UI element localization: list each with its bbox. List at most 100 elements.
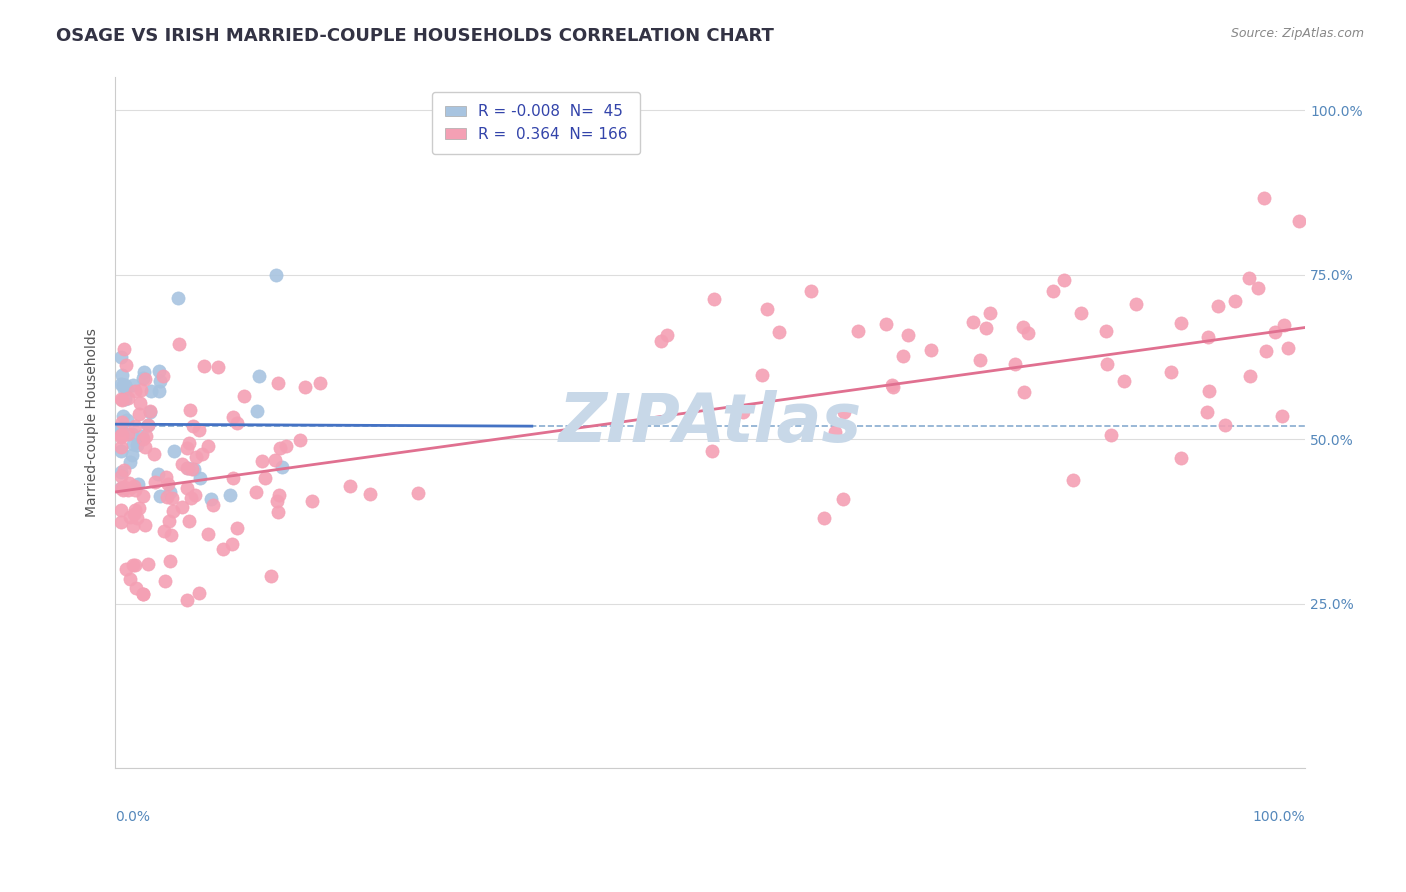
- Point: [703, 292, 725, 306]
- Point: [1208, 299, 1230, 313]
- Point: [125, 581, 148, 595]
- Point: [218, 488, 240, 502]
- Point: [221, 537, 243, 551]
- Point: [267, 376, 290, 391]
- Point: [115, 413, 138, 427]
- Point: [176, 461, 198, 475]
- Point: [269, 441, 291, 455]
- Point: [1195, 405, 1218, 419]
- Point: [880, 378, 903, 392]
- Point: [162, 504, 184, 518]
- Point: [979, 306, 1001, 320]
- Point: [266, 494, 288, 508]
- Point: [1095, 324, 1118, 338]
- Point: [264, 268, 287, 282]
- Point: [1004, 357, 1026, 371]
- Point: [271, 460, 294, 475]
- Point: [1277, 341, 1299, 355]
- Point: [110, 440, 132, 454]
- Point: [172, 457, 194, 471]
- Point: [110, 422, 132, 436]
- Point: [222, 410, 245, 425]
- Point: [110, 515, 132, 529]
- Point: [962, 315, 984, 329]
- Point: [176, 593, 198, 607]
- Point: [226, 521, 249, 535]
- Point: [167, 337, 190, 351]
- Point: [121, 377, 143, 392]
- Point: [117, 483, 139, 497]
- Point: [222, 471, 245, 485]
- Point: [974, 320, 997, 334]
- Point: [655, 328, 678, 343]
- Point: [117, 427, 139, 442]
- Point: [184, 488, 207, 502]
- Point: [247, 369, 270, 384]
- Point: [183, 461, 205, 475]
- Point: [263, 453, 285, 467]
- Point: [128, 407, 150, 421]
- Point: [125, 510, 148, 524]
- Point: [813, 510, 835, 524]
- Point: [1170, 316, 1192, 330]
- Point: [136, 418, 159, 433]
- Point: [176, 481, 198, 495]
- Point: [156, 476, 179, 491]
- Point: [1170, 450, 1192, 465]
- Point: [149, 375, 172, 389]
- Point: [132, 489, 155, 503]
- Point: [112, 462, 135, 476]
- Point: [153, 524, 176, 538]
- Point: [112, 342, 135, 356]
- Point: [110, 430, 132, 444]
- Point: [1213, 417, 1236, 432]
- Point: [118, 510, 141, 524]
- Point: [1288, 214, 1310, 228]
- Point: [110, 415, 132, 429]
- Text: 0.0%: 0.0%: [115, 810, 150, 823]
- Point: [179, 436, 201, 450]
- Point: [1012, 384, 1035, 399]
- Point: [134, 518, 156, 533]
- Point: [260, 569, 283, 583]
- Point: [110, 392, 132, 406]
- Text: ZIPAtlas: ZIPAtlas: [558, 390, 862, 456]
- Point: [163, 444, 186, 458]
- Point: [112, 409, 135, 423]
- Point: [112, 479, 135, 493]
- Point: [308, 376, 330, 390]
- Point: [176, 441, 198, 455]
- Point: [181, 462, 204, 476]
- Point: [122, 558, 145, 572]
- Point: [408, 486, 430, 500]
- Point: [180, 491, 202, 505]
- Point: [136, 557, 159, 571]
- Point: [114, 378, 136, 392]
- Point: [1095, 357, 1118, 371]
- Point: [112, 378, 135, 392]
- Point: [1253, 192, 1275, 206]
- Point: [128, 396, 150, 410]
- Point: [148, 364, 170, 378]
- Point: [274, 439, 297, 453]
- Point: [1112, 374, 1135, 388]
- Point: [112, 382, 135, 396]
- Point: [122, 479, 145, 493]
- Point: [131, 587, 153, 601]
- Point: [155, 470, 177, 484]
- Point: [159, 484, 181, 499]
- Point: [233, 389, 256, 403]
- Point: [339, 479, 361, 493]
- Point: [832, 404, 855, 418]
- Point: [136, 418, 159, 433]
- Point: [134, 440, 156, 454]
- Point: [1223, 293, 1246, 308]
- Y-axis label: Married-couple Households: Married-couple Households: [86, 328, 100, 517]
- Point: [132, 371, 155, 385]
- Point: [250, 454, 273, 468]
- Point: [134, 372, 156, 386]
- Point: [1198, 384, 1220, 398]
- Point: [1099, 427, 1122, 442]
- Point: [1272, 318, 1295, 333]
- Point: [245, 485, 267, 500]
